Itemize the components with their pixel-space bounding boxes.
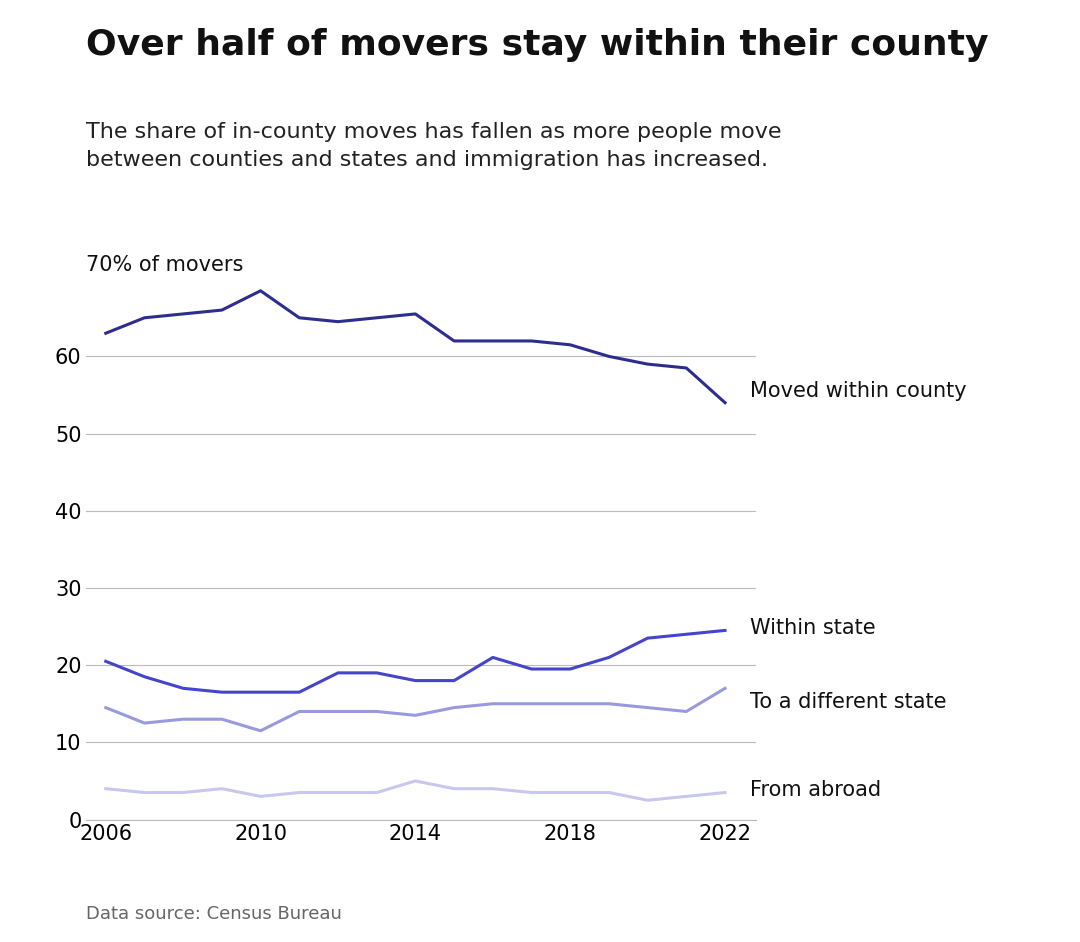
Text: To a different state: To a different state [750,692,946,712]
Text: Data source: Census Bureau: Data source: Census Bureau [86,905,342,923]
Text: Within state: Within state [750,618,876,638]
Text: From abroad: From abroad [750,780,881,800]
Text: Moved within county: Moved within county [750,382,967,401]
Text: Over half of movers stay within their county: Over half of movers stay within their co… [86,28,989,62]
Text: The share of in-county moves has fallen as more people move
between counties and: The share of in-county moves has fallen … [86,122,782,171]
Text: 70% of movers: 70% of movers [86,255,244,275]
